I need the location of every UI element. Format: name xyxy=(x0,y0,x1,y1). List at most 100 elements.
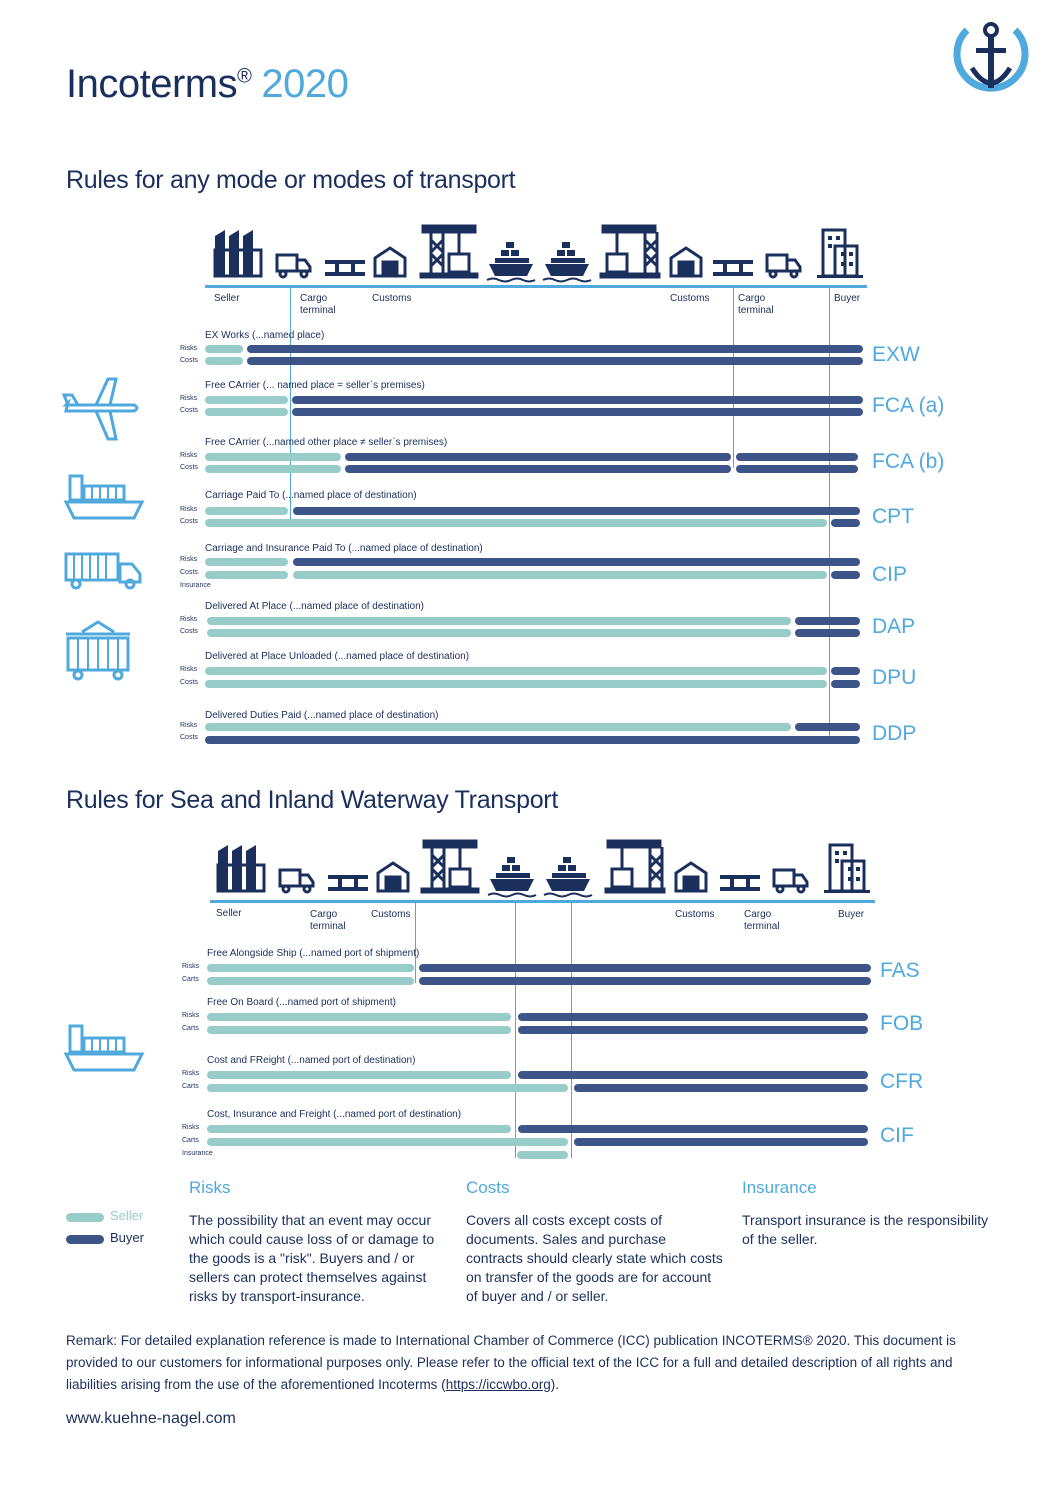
truck-icon xyxy=(275,253,312,279)
rule-dpu-name: Delivered at Place Unloaded (...named pl… xyxy=(205,651,470,662)
fca-b-risks-seller-bar xyxy=(205,453,341,461)
ddp-risks-seller-bar xyxy=(205,723,791,731)
code-fca-b: FCA (b) xyxy=(872,450,945,473)
risks-label: Risks xyxy=(180,345,198,352)
code-ddp: DDP xyxy=(872,722,917,745)
conveyor-icon xyxy=(325,260,365,276)
rule-cip-name: Carriage and Insurance Paid To (...named… xyxy=(205,543,483,554)
code-dpu: DPU xyxy=(872,666,917,689)
costs-label: Costs xyxy=(180,628,198,635)
ship-icon xyxy=(542,242,592,283)
stage-cargo-terminal: Cargo terminal xyxy=(300,293,336,316)
fca-b-costs-buyer-bar xyxy=(345,465,731,473)
fca-b-costs-buyer-bar-2 xyxy=(736,465,858,473)
code-fca-a: FCA (a) xyxy=(872,394,945,417)
crane-icon xyxy=(604,839,666,894)
truck-icon xyxy=(278,868,315,894)
section2-heading: Rules for Sea and Inland Waterway Transp… xyxy=(66,786,558,814)
fca-b-costs-seller-bar xyxy=(205,465,341,473)
ship-icon xyxy=(486,242,536,283)
fca-b-risks-buyer-bar xyxy=(345,453,731,461)
risks-description: The possibility that an event may occur … xyxy=(189,1212,435,1304)
costs-label: Carts xyxy=(182,976,199,983)
risks-label: Risks xyxy=(180,722,198,729)
cip-costs-buyer-bar xyxy=(831,571,860,579)
ddp-costs-seller-bar xyxy=(205,736,860,744)
fca-a-risks-seller-bar xyxy=(205,396,288,404)
stage-customs: Customs xyxy=(675,909,715,920)
crane-icon xyxy=(420,839,480,894)
rule-dap-name: Delivered At Place (...named place of de… xyxy=(205,601,425,612)
stage-buyer: Buyer xyxy=(838,909,865,920)
title-year: 2020 xyxy=(261,62,349,106)
cpt-risks-buyer-bar xyxy=(293,507,860,515)
code-fas: FAS xyxy=(880,959,920,982)
title-main: Incoterms xyxy=(66,62,238,106)
costs-description: Covers all costs except costs of documen… xyxy=(466,1212,723,1304)
airplane-icon xyxy=(62,377,139,441)
insurance-label: Insurance xyxy=(180,582,211,589)
section1-icon-row xyxy=(213,224,863,283)
cfr-risks-buyer-bar xyxy=(518,1071,868,1079)
fca-a-costs-buyer-bar xyxy=(292,408,863,416)
stage-cargo-terminal: Cargo terminal xyxy=(310,909,346,932)
legend-buyer-label: Buyer xyxy=(110,1230,144,1245)
website-url[interactable]: www.kuehne-nagel.com xyxy=(66,1410,236,1427)
stage-buyer: Buyer xyxy=(834,293,861,304)
risks-heading: Risks xyxy=(189,1178,231,1197)
costs-label: Costs xyxy=(180,569,198,576)
dpu-costs-buyer-bar xyxy=(831,680,860,688)
risks-label: Risks xyxy=(180,395,198,402)
anchor-logo-icon xyxy=(953,22,1029,92)
fas-risks-buyer-bar xyxy=(419,964,871,972)
remark-text: Remark: For detailed explanation referen… xyxy=(66,1330,986,1396)
code-dap: DAP xyxy=(872,615,916,638)
fob-risks-seller-bar xyxy=(207,1013,511,1021)
stage-customs: Customs xyxy=(372,293,412,304)
fob-risks-buyer-bar xyxy=(518,1013,868,1021)
exw-costs-buyer-bar xyxy=(247,357,863,365)
iccwbo-link[interactable]: https://iccwbo.org xyxy=(445,1377,551,1392)
cif-risks-buyer-bar xyxy=(518,1125,868,1133)
section1-heading: Rules for any mode or modes of transport xyxy=(66,166,516,194)
cfr-risks-seller-bar xyxy=(207,1071,511,1079)
cargo-ship-icon xyxy=(63,1024,145,1072)
dpu-risks-seller-bar xyxy=(205,667,827,675)
office-building-icon xyxy=(817,228,863,278)
cip-risks-seller-bar xyxy=(205,558,288,566)
dap-costs-buyer-bar xyxy=(795,629,860,637)
page-title: Incoterms® 2020 xyxy=(66,62,349,107)
warehouse-icon xyxy=(674,861,708,893)
rule-cpt-name: Carriage Paid To (...named place of dest… xyxy=(205,490,417,501)
crane-icon xyxy=(419,224,479,279)
rule-ddp-name: Delivered Duties Paid (...named place of… xyxy=(205,710,439,721)
dap-risks-seller-bar xyxy=(207,617,791,625)
stage-seller: Seller xyxy=(216,908,242,919)
costs-label: Costs xyxy=(180,679,198,686)
crane-icon xyxy=(599,224,661,279)
ship-icon xyxy=(487,857,537,898)
title-reg: ® xyxy=(237,65,252,88)
costs-heading: Costs xyxy=(466,1178,510,1197)
rule-cif-name: Cost, Insurance and Freight (...named po… xyxy=(207,1109,462,1120)
cip-risks-buyer-bar xyxy=(293,558,860,566)
fca-a-costs-seller-bar xyxy=(205,408,288,416)
risks-label: Risks xyxy=(180,506,198,513)
dpu-costs-seller-bar xyxy=(205,680,827,688)
costs-label: Costs xyxy=(180,464,198,471)
risks-label: Risks xyxy=(180,666,198,673)
office-building-icon xyxy=(824,843,870,893)
ddp-risks-buyer-bar xyxy=(795,723,860,731)
costs-label: Costs xyxy=(180,518,198,525)
rule-fca-a-name: Free CArrier (... named place = seller`s… xyxy=(205,380,425,391)
conveyor-icon xyxy=(720,875,760,891)
cip-costs-seller-bar xyxy=(205,571,288,579)
dap-costs-seller-bar xyxy=(207,629,791,637)
insurance-label: Insurance xyxy=(182,1150,213,1157)
risks-label: Risks xyxy=(180,452,198,459)
rule-fca-b-name: Free CArrier (...named other place ≠ sel… xyxy=(205,437,448,448)
freight-train-icon xyxy=(66,620,130,681)
stage-seller: Seller xyxy=(214,293,240,304)
fca-b-risks-buyer-bar-2 xyxy=(736,453,858,461)
dpu-risks-buyer-bar xyxy=(831,667,860,675)
